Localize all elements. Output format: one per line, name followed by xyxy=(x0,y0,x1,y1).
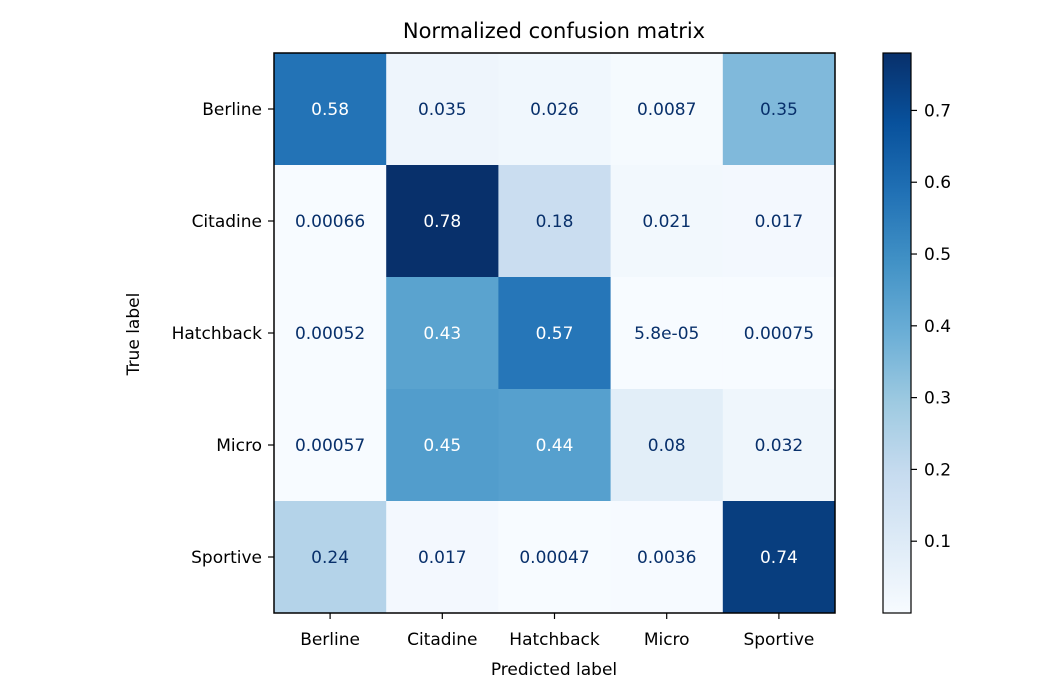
heatmap-cell xyxy=(610,165,724,278)
cell-value-label: 0.017 xyxy=(755,212,804,232)
colorbar-tick-label: 0.2 xyxy=(924,460,951,480)
cell-value-label: 0.58 xyxy=(311,100,349,120)
heatmap-cell xyxy=(386,501,499,614)
cell-value-label: 0.57 xyxy=(536,324,574,344)
x-axis-label: Predicted label xyxy=(491,660,617,680)
colorbar-tick-label: 0.4 xyxy=(924,317,951,337)
x-tick-label: Micro xyxy=(644,630,690,650)
heatmap-cell xyxy=(498,165,612,278)
colorbar-tick-label: 0.5 xyxy=(924,245,951,265)
x-tick-label: Sportive xyxy=(743,630,814,650)
colorbar-tick-label: 0.1 xyxy=(924,532,951,552)
y-axis-ticks: Berline Citadine Hatchback Micro Sportive xyxy=(172,100,274,568)
cell-value-label: 0.00047 xyxy=(519,548,589,568)
cell-value-label: 0.032 xyxy=(755,436,804,456)
colorbar-ticks: 0.1 0.2 0.3 0.4 0.5 0.6 0.7 xyxy=(911,101,951,552)
heatmap-cell xyxy=(722,389,836,502)
heatmap-cell xyxy=(498,277,612,390)
colorbar xyxy=(882,52,912,614)
cell-value-label: 0.00057 xyxy=(295,436,365,456)
cell-value-label: 0.74 xyxy=(760,548,798,568)
x-tick-label: Berline xyxy=(300,630,360,650)
x-tick-label: Hatchback xyxy=(509,630,600,650)
y-tick-label: Berline xyxy=(202,100,262,120)
heatmap-cell xyxy=(274,277,387,390)
cell-value-label: 0.35 xyxy=(760,100,798,120)
heatmap-cell xyxy=(386,277,499,390)
heatmap-cell xyxy=(722,165,836,278)
heatmap-cell xyxy=(498,389,612,502)
heatmap-cell xyxy=(610,389,724,502)
heatmap-cell xyxy=(274,389,387,502)
cell-value-label: 0.00052 xyxy=(295,324,365,344)
cell-value-label: 0.08 xyxy=(648,436,686,456)
y-tick-label: Micro xyxy=(216,436,262,456)
cell-value-label: 0.00075 xyxy=(744,324,814,344)
cell-value-label: 0.44 xyxy=(536,436,574,456)
chart-title: Normalized confusion matrix xyxy=(403,19,705,43)
cell-value-label: 0.18 xyxy=(536,212,574,232)
y-tick-label: Citadine xyxy=(192,212,262,232)
heatmap-cell-labels: 0.58 0.035 0.026 0.0087 0.35 0.00066 0.78 0.18 0… xyxy=(295,100,814,568)
cell-value-label: 0.017 xyxy=(418,548,467,568)
cell-value-label: 0.78 xyxy=(423,212,461,232)
heatmap-cell xyxy=(274,165,387,278)
colorbar-tick-label: 0.6 xyxy=(924,173,951,193)
heatmap-cell xyxy=(386,53,499,166)
y-tick-label: Hatchback xyxy=(172,324,263,344)
y-tick-label: Sportive xyxy=(191,548,262,568)
heatmap-cell xyxy=(610,277,724,390)
cell-value-label: 0.00066 xyxy=(295,212,365,232)
colorbar-tick-label: 0.7 xyxy=(924,101,951,121)
heatmap-cell xyxy=(722,501,836,614)
heatmap-cell xyxy=(386,165,499,278)
cell-value-label: 0.45 xyxy=(423,436,461,456)
heatmap-cell xyxy=(274,53,387,166)
heatmap-cell xyxy=(498,501,612,614)
cell-value-label: 0.0036 xyxy=(637,548,696,568)
y-axis-label: True label xyxy=(124,293,144,377)
cell-value-label: 5.8e-05 xyxy=(634,324,699,344)
heatmap-cell xyxy=(722,277,836,390)
x-axis-ticks: Berline Citadine Hatchback Micro Sportive xyxy=(300,613,814,650)
cell-value-label: 0.24 xyxy=(311,548,349,568)
heatmap-cell xyxy=(386,389,499,502)
colorbar-tick-label: 0.3 xyxy=(924,389,951,409)
x-tick-label: Citadine xyxy=(407,630,477,650)
heatmap-cell xyxy=(610,501,724,614)
cell-value-label: 0.43 xyxy=(423,324,461,344)
heatmap-cell xyxy=(274,501,387,614)
cell-value-label: 0.035 xyxy=(418,100,467,120)
cell-value-label: 0.021 xyxy=(642,212,691,232)
heatmap-cell xyxy=(610,53,724,166)
heatmap-cell xyxy=(498,53,612,166)
cell-value-label: 0.026 xyxy=(530,100,579,120)
cell-value-label: 0.0087 xyxy=(637,100,696,120)
heatmap-cell xyxy=(722,53,836,166)
heatmap-cells xyxy=(274,53,836,614)
